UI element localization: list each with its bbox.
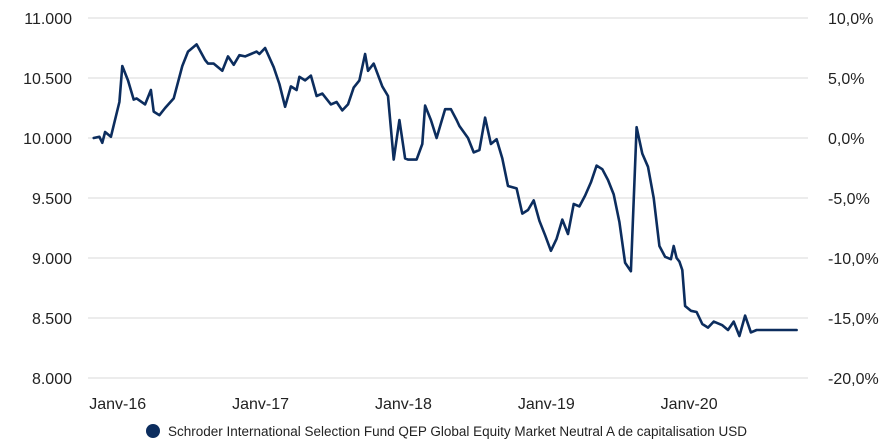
y2-tick-label: -5,0% [828,191,870,208]
legend-label: Schroder International Selection Fund QE… [167,423,748,439]
x-tick-label: Janv-19 [518,396,575,413]
y-tick-label: 8.500 [32,311,72,328]
y-tick-label: 10.000 [23,131,72,148]
y2-tick-label: -20,0% [828,371,879,388]
x-tick-label: Janv-18 [375,396,432,413]
x-tick-label: Janv-16 [89,396,146,413]
y2-tick-label: -15,0% [828,311,879,328]
y-tick-label: 10.500 [23,71,72,88]
x-axis: Janv-16 Janv-17 Janv-18 Janv-19 Janv-20 [89,396,717,413]
line-chart: 11.000 10.500 10.000 9.500 9.000 8.500 8.000 1… [23,11,879,413]
x-tick-label: Janv-17 [232,396,289,413]
y-tick-label: 9.000 [32,251,72,268]
legend-marker [145,424,160,438]
y-axis-right: 10,0% 5,0% 0,0% -5,0% -10,0% -15,0% -20,0% [828,11,879,388]
y-axis-left: 11.000 10.500 10.000 9.500 9.000 8.500 8.000 [23,11,72,388]
y2-tick-label: 0,0% [828,131,864,148]
y2-tick-label: 10,0% [828,11,873,28]
series-line [92,43,798,338]
x-tick-label: Janv-20 [661,396,718,413]
y-tick-label: 8.000 [32,371,72,388]
y2-tick-label: 5,0% [828,71,864,88]
legend: Schroder International Selection Fund QE… [0,420,893,442]
y2-tick-label: -10,0% [828,251,879,268]
y-tick-label: 9.500 [32,191,72,208]
series-lines [92,43,798,338]
gridlines [88,17,808,379]
y-tick-label: 11.000 [24,11,72,28]
